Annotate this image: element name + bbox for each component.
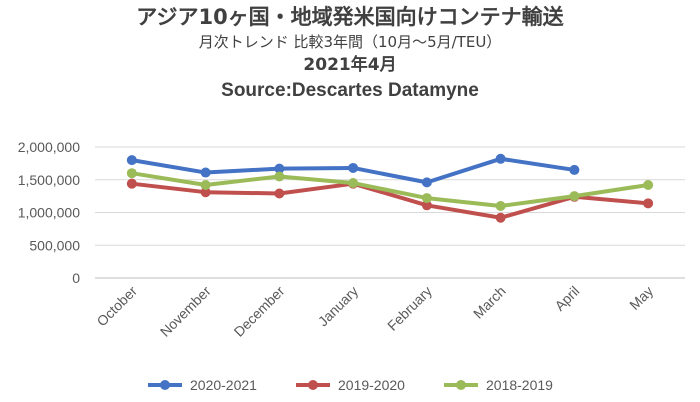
chart-titles: アジア10ヶ国・地域発米国向けコンテナ輸送 月次トレンド 比較3年間（10月～5…	[0, 4, 700, 105]
y-tick-label: 0	[72, 270, 80, 286]
y-tick-label: 2,000,000	[18, 139, 80, 155]
x-tick-label: February	[384, 283, 435, 334]
data-point	[421, 193, 432, 204]
data-point	[200, 167, 211, 178]
legend-label: 2018-2019	[486, 377, 553, 393]
series-line	[129, 171, 651, 208]
legend-label: 2019-2020	[338, 377, 405, 393]
x-tick-label: April	[551, 283, 582, 314]
legend-marker	[456, 380, 466, 390]
data-point	[495, 212, 506, 223]
data-point	[348, 178, 359, 189]
data-point	[200, 187, 211, 198]
data-point	[200, 179, 211, 190]
data-point	[274, 188, 285, 199]
x-tick-label: October	[93, 283, 140, 330]
x-tick-label: March	[470, 283, 509, 322]
x-tick-label: November	[157, 283, 214, 340]
chart-source: Source:Descartes Datamyne	[221, 80, 479, 101]
data-point	[569, 164, 580, 175]
y-tick-label: 1,000,000	[18, 205, 80, 221]
legend-marker	[308, 380, 318, 390]
chart-title: アジア10ヶ国・地域発米国向けコンテナ輸送	[136, 5, 564, 29]
x-tick-label: May	[626, 283, 656, 313]
chart-subtitle: 月次トレンド 比較3年間（10月～5月/TEU）	[198, 33, 502, 51]
y-tick-label: 1,500,000	[18, 172, 80, 188]
data-point	[126, 178, 137, 189]
data-point	[274, 163, 285, 174]
x-tick-label: January	[315, 283, 362, 330]
data-point	[348, 162, 359, 173]
data-point	[643, 179, 654, 190]
data-point	[421, 177, 432, 188]
data-point	[126, 155, 137, 166]
data-point	[495, 200, 506, 211]
legend-marker	[160, 380, 170, 390]
series-line	[129, 181, 651, 220]
data-point	[274, 171, 285, 182]
data-point	[569, 191, 580, 202]
data-point	[643, 198, 654, 209]
data-point	[421, 200, 432, 211]
x-tick-label: December	[231, 283, 288, 340]
data-point	[126, 168, 137, 179]
data-point	[495, 153, 506, 164]
chart-period: 2021年4月	[303, 55, 397, 75]
legend-label: 2020-2021	[190, 377, 257, 393]
y-tick-label: 500,000	[29, 237, 80, 253]
